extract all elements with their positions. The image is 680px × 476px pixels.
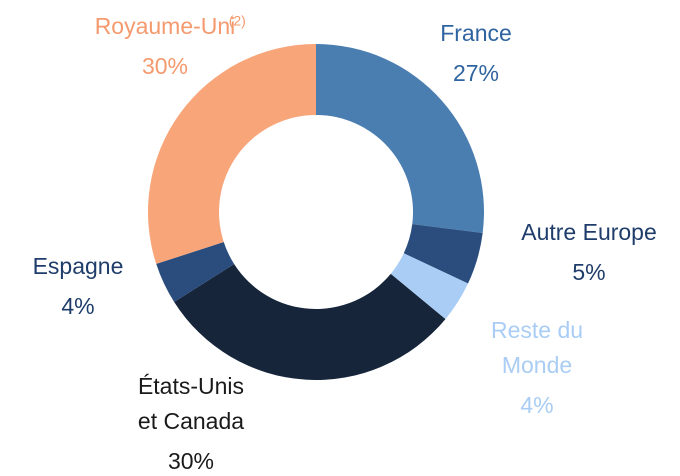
footnote-ref: (2) [229,13,246,29]
value-label: 5% [572,259,605,285]
segment-label: Reste du [491,317,583,343]
segment-label: Monde [502,352,572,378]
segment-label: Espagne [33,253,124,279]
donut-segment [390,253,469,320]
value-label: 30% [142,53,188,79]
value-label: 30% [168,448,214,474]
value-label: 27% [453,60,499,86]
donut-segment [403,224,483,284]
donut-segment [316,44,485,234]
segment-label: Royaume-Uni [95,13,236,39]
segment-label: France [440,20,512,46]
value-label: 4% [61,293,94,319]
donut-segment [174,263,446,380]
donut-segment [148,44,316,264]
donut-segment [156,241,235,303]
segment-label: Autre Europe [521,219,657,245]
segment-label: et Canada [138,408,244,434]
value-label: 4% [520,392,553,418]
segment-label: États-Unis [138,373,244,399]
